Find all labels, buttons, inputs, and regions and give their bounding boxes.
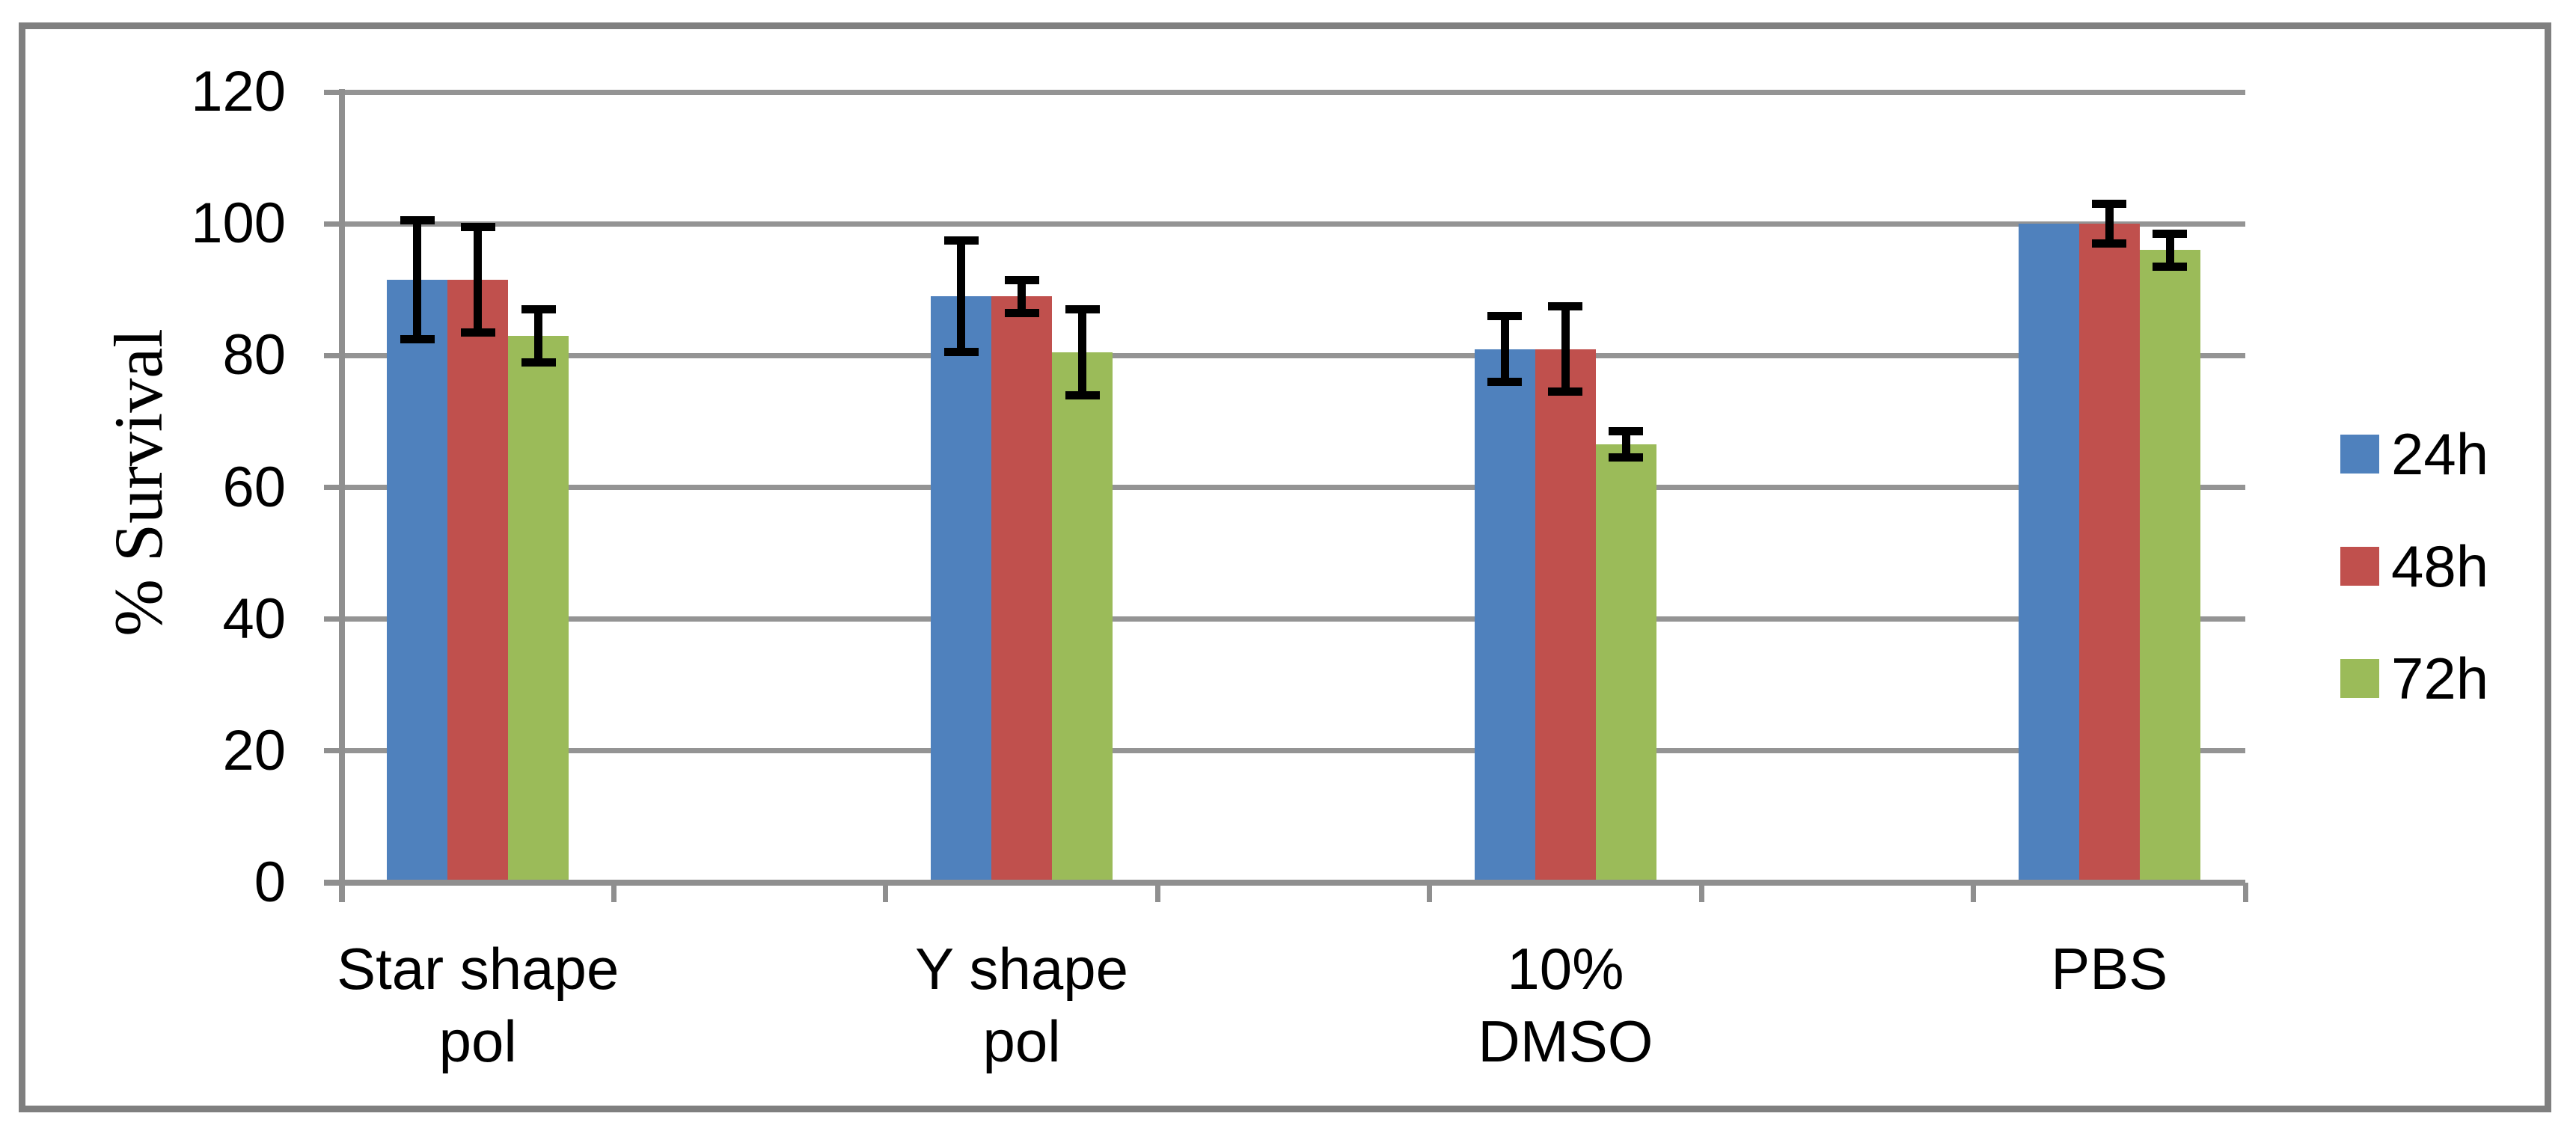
error-bar-cap-top	[460, 223, 495, 232]
error-bar-cap-bottom	[1609, 453, 1644, 462]
error-bar-cap-bottom	[2153, 262, 2188, 271]
y-axis-tick	[324, 221, 345, 227]
gridline	[342, 89, 2245, 95]
y-axis-tick	[324, 485, 345, 490]
error-bar-cap-top	[1609, 427, 1644, 436]
y-tick-label: 40	[222, 586, 286, 651]
legend-item-48h: 48h	[2340, 533, 2489, 599]
x-axis-tick	[1154, 883, 1160, 902]
error-bar-stem	[1078, 309, 1087, 396]
bar-48h-3	[2078, 224, 2140, 883]
gridline	[342, 616, 2245, 622]
legend-label: 72h	[2391, 646, 2489, 711]
error-bar-stem	[1561, 306, 1570, 392]
error-bar-cap-top	[1004, 275, 1039, 284]
x-category-label: Star shape pol	[254, 933, 703, 1078]
legend-item-72h: 72h	[2340, 646, 2489, 711]
y-axis-tick	[324, 616, 345, 622]
error-bar-stem	[413, 220, 422, 340]
y-axis-tick	[324, 89, 345, 95]
gridline	[342, 352, 2245, 358]
legend-item-24h: 24h	[2340, 421, 2489, 487]
x-axis-tick	[611, 883, 617, 902]
error-bar-cap-bottom	[521, 358, 556, 367]
error-bar-stem	[957, 240, 966, 352]
y-axis-line	[339, 89, 345, 902]
y-axis-tick	[324, 748, 345, 754]
error-bar-cap-bottom	[1548, 387, 1583, 396]
legend-label: 24h	[2391, 421, 2489, 487]
x-category-label-line: Y shape	[915, 936, 1128, 1002]
error-bar-stem	[534, 309, 543, 363]
x-axis-tick	[339, 883, 345, 902]
x-axis-line	[324, 880, 2245, 886]
bar-24h-1	[931, 296, 992, 883]
error-bar-cap-bottom	[1487, 378, 1523, 387]
bar-24h-2	[1474, 349, 1535, 883]
error-bar-cap-bottom	[2092, 239, 2127, 248]
y-tick-label: 60	[222, 455, 286, 519]
error-bar-cap-top	[1548, 301, 1583, 310]
error-bar-cap-bottom	[400, 334, 435, 343]
error-bar-cap-top	[1487, 311, 1523, 320]
y-axis-tick	[324, 352, 345, 358]
x-category-label: 10% DMSO	[1341, 933, 1790, 1078]
bar-48h-2	[1535, 349, 1596, 883]
x-category-label: PBS	[1885, 933, 2334, 1005]
x-category-label-line: Star shape	[337, 936, 619, 1002]
y-tick-label: 0	[254, 851, 286, 914]
x-axis-tick	[1427, 883, 1433, 902]
x-axis-tick	[1698, 883, 1704, 902]
error-bar-cap-top	[400, 216, 435, 225]
error-bar-stem	[2165, 233, 2174, 267]
x-category-label-line: 10%	[1507, 936, 1624, 1002]
error-bar-cap-top	[2153, 229, 2188, 238]
error-bar-cap-bottom	[1004, 308, 1039, 317]
bar-48h-0	[447, 280, 509, 883]
gridline	[342, 485, 2245, 490]
y-tick-label: 20	[222, 718, 286, 782]
bar-72h-3	[2139, 250, 2200, 883]
gridline	[342, 748, 2245, 754]
error-bar-cap-top	[521, 305, 556, 314]
bar-72h-2	[1595, 444, 1656, 883]
legend-label: 48h	[2391, 533, 2489, 599]
x-category-label-line: pol	[438, 1008, 517, 1074]
bar-24h-0	[387, 280, 448, 883]
x-axis-tick	[883, 883, 889, 902]
y-tick-label: 120	[191, 60, 286, 123]
bar-72h-1	[1052, 352, 1113, 883]
bar-24h-3	[2018, 224, 2079, 883]
bar-48h-1	[991, 296, 1053, 883]
error-bar-stem	[1500, 316, 1509, 382]
error-bar-stem	[1621, 431, 1630, 458]
error-bar-stem	[474, 227, 483, 333]
bar-72h-0	[508, 335, 569, 883]
y-tick-label: 100	[191, 191, 286, 256]
error-bar-stem	[1018, 280, 1027, 313]
legend-swatch-72h	[2340, 659, 2379, 698]
error-bar-cap-top	[2092, 200, 2127, 209]
error-bar-stem	[2105, 203, 2114, 244]
error-bar-cap-bottom	[943, 348, 979, 357]
error-bar-cap-bottom	[460, 328, 495, 337]
gridline	[342, 221, 2245, 227]
legend-swatch-48h	[2340, 547, 2379, 586]
x-category-label-line: PBS	[2051, 936, 2168, 1002]
y-tick-label: 80	[222, 323, 286, 387]
x-axis-tick	[1971, 883, 1977, 902]
x-category-label-line: DMSO	[1478, 1008, 1653, 1074]
error-bar-cap-top	[943, 236, 979, 245]
x-category-label-line: pol	[982, 1008, 1061, 1074]
error-bar-cap-top	[1065, 305, 1100, 314]
y-axis-title: % Survival	[100, 328, 177, 637]
x-category-label: Y shape pol	[798, 933, 1246, 1078]
x-axis-tick	[2242, 883, 2248, 902]
legend-swatch-24h	[2340, 435, 2379, 474]
error-bar-cap-bottom	[1065, 390, 1100, 399]
